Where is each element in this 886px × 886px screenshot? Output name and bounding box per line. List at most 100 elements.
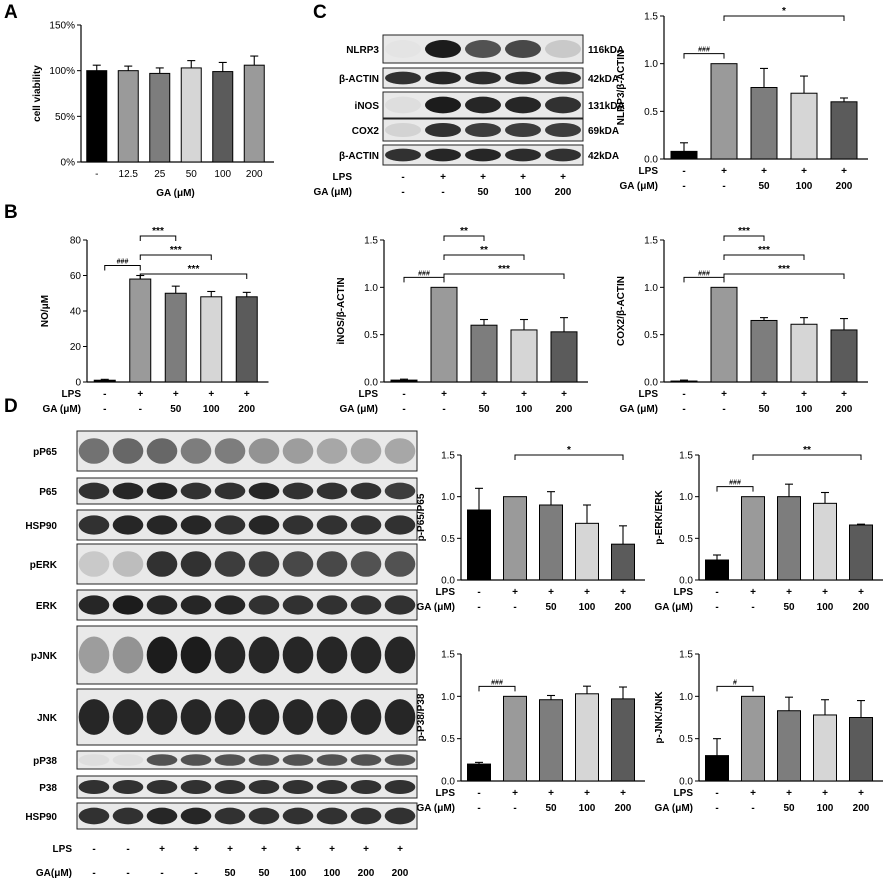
lps-value: + xyxy=(841,166,847,177)
ga-value: - xyxy=(401,187,404,198)
blot-band xyxy=(248,595,280,615)
significance-label: ### xyxy=(117,259,129,266)
blot-band xyxy=(505,96,541,114)
y-tick-label: 0.5 xyxy=(364,330,378,341)
significance-label: *** xyxy=(188,264,200,275)
blot-band xyxy=(248,515,280,535)
y-axis-label: NLRP3/β-ACTIN xyxy=(616,50,627,126)
blot-band xyxy=(384,438,416,464)
chart-C3: 0.0 0.5 1.0 1.5 COX2/β-ACTIN LPS GA (μM) - - + - +5… xyxy=(616,226,868,415)
blot-label: pJNK xyxy=(31,651,58,662)
blot-row-d xyxy=(76,589,418,621)
y-tick-label: 40 xyxy=(70,307,82,318)
blot-band xyxy=(78,807,110,825)
lps-value: + xyxy=(721,166,727,177)
bar xyxy=(212,71,234,163)
blot-band xyxy=(180,699,212,735)
significance-bracket xyxy=(139,235,177,241)
lps-label: LPS xyxy=(436,587,456,598)
blot-band xyxy=(146,438,178,464)
significance-bracket xyxy=(723,15,845,21)
blot-band xyxy=(316,482,348,500)
blot-band xyxy=(545,71,581,85)
y-tick-label: 0.0 xyxy=(364,378,378,389)
y-tick-label: 0 xyxy=(75,378,81,389)
lps-value: + xyxy=(822,788,828,799)
blot-label: pP65 xyxy=(33,447,57,458)
lps-value: + xyxy=(858,788,864,799)
ga-value: 50 xyxy=(758,404,770,415)
significance-bracket xyxy=(716,486,754,492)
ga-value: - xyxy=(194,868,197,879)
bar xyxy=(243,64,265,163)
lps-value: - xyxy=(715,587,718,598)
significance-bracket xyxy=(723,235,765,241)
ga-value: 100 xyxy=(579,803,596,814)
bar xyxy=(750,87,778,160)
lps-value: + xyxy=(261,844,267,855)
lps-value: + xyxy=(786,587,792,598)
lps-label: LPS xyxy=(674,788,694,799)
y-tick-label: 150% xyxy=(49,21,75,32)
y-axis-label: NO/μM xyxy=(40,295,51,327)
bar xyxy=(830,329,858,383)
ga-value: - xyxy=(513,602,516,613)
lps-value: - xyxy=(477,788,480,799)
bar xyxy=(575,693,599,782)
lps-value: + xyxy=(584,788,590,799)
blot-band xyxy=(384,515,416,535)
ga-value: - xyxy=(139,404,142,415)
ga-value: 100 xyxy=(817,602,834,613)
y-axis-label: p-ERK/ERK xyxy=(654,490,665,545)
lps-value: + xyxy=(441,389,447,400)
y-tick-label: 1.5 xyxy=(441,451,455,462)
x-tick-label: 50 xyxy=(186,169,198,180)
y-tick-label: 0% xyxy=(61,158,76,169)
y-tick-label: 0.0 xyxy=(441,777,455,788)
blot-band xyxy=(385,96,421,114)
lps-value: - xyxy=(92,844,95,855)
blot-band xyxy=(180,438,212,464)
ga-value: - xyxy=(442,404,445,415)
panel-letter-D: D xyxy=(4,396,18,417)
lps-value: + xyxy=(750,587,756,598)
blot-label: iNOS xyxy=(355,101,380,112)
blot-band xyxy=(112,754,144,766)
lps-value: - xyxy=(401,172,404,183)
lps-value: + xyxy=(841,389,847,400)
blot-band xyxy=(545,148,581,162)
ga-value: - xyxy=(715,803,718,814)
significance-label: ### xyxy=(418,270,430,277)
blot-band xyxy=(146,515,178,535)
blot-band xyxy=(112,482,144,500)
ga-label: GA (μM) xyxy=(654,602,693,613)
y-tick-label: 1.0 xyxy=(679,492,693,503)
bar xyxy=(710,286,738,383)
bar xyxy=(539,504,563,581)
blot-band xyxy=(214,482,246,500)
bar xyxy=(705,755,729,782)
ga-value: 50 xyxy=(545,803,557,814)
lps-value: + xyxy=(750,788,756,799)
bar xyxy=(611,543,635,581)
blot-band xyxy=(78,779,110,795)
significance-label: *** xyxy=(498,264,510,275)
blot-band xyxy=(384,754,416,766)
blot-band xyxy=(248,636,280,674)
ga-label: GA (μM) xyxy=(313,187,352,198)
blot-band xyxy=(146,636,178,674)
y-tick-label: 0.5 xyxy=(679,734,693,745)
bar xyxy=(750,319,778,383)
blot-label: COX2 xyxy=(352,126,380,137)
blot-band xyxy=(385,148,421,162)
ga-value: 50 xyxy=(170,404,182,415)
blot-label: P38 xyxy=(39,783,57,794)
blot-band xyxy=(180,482,212,500)
blot-label: HSP90 xyxy=(25,812,57,823)
lps-value: + xyxy=(584,587,590,598)
lps-value: + xyxy=(159,844,165,855)
lps-value: + xyxy=(786,788,792,799)
lps-value: + xyxy=(329,844,335,855)
blot-band xyxy=(78,636,110,674)
blot-band xyxy=(505,122,541,138)
